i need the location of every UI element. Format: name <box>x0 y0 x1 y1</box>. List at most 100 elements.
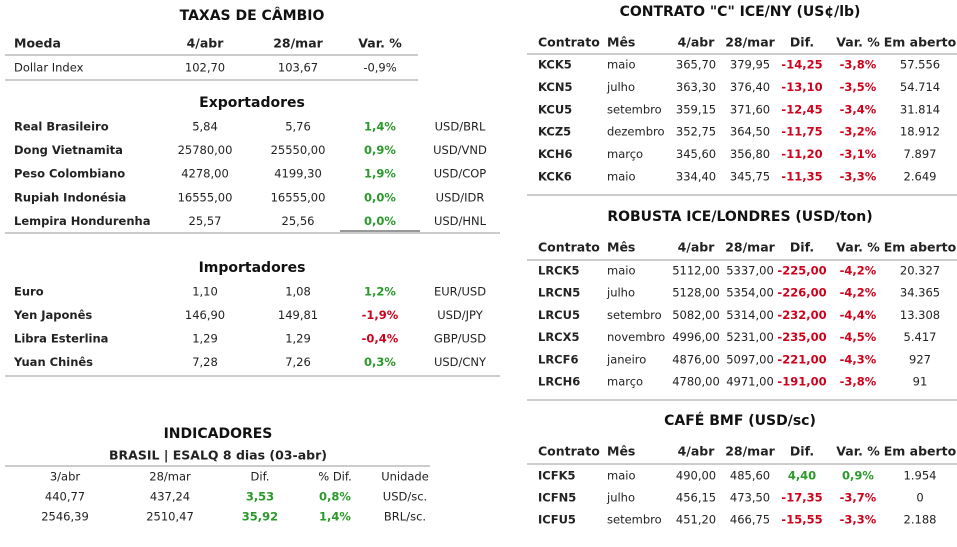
column-header: 28/mar <box>725 35 775 50</box>
cell: -0,4% <box>362 332 399 346</box>
cell: KCN5 <box>538 80 572 94</box>
section-title: Exportadores <box>199 95 305 111</box>
cell: -3,3% <box>840 170 877 184</box>
cell: -3,2% <box>840 125 877 139</box>
column-header: 4/abr <box>678 240 716 255</box>
cell: maio <box>607 170 635 184</box>
cell: -225,00 <box>777 264 826 278</box>
column-header: 28/mar <box>149 470 191 484</box>
cell: -3,8% <box>840 375 877 389</box>
cell: julho <box>606 80 635 94</box>
cell: 2.188 <box>904 513 937 527</box>
column-header: Dif. <box>790 444 814 459</box>
cell: 25,56 <box>282 214 315 228</box>
section-subtitle: BRASIL | ESALQ 8 dias (03-abr) <box>109 448 327 463</box>
cell: março <box>607 375 643 389</box>
column-header: Dif. <box>790 35 814 50</box>
cell: 31.814 <box>900 102 940 116</box>
cell: -11,35 <box>781 170 822 184</box>
cell: 0 <box>916 491 923 505</box>
cell: 437,24 <box>150 490 190 504</box>
column-header: Em aberto <box>884 444 957 459</box>
cell: 371,60 <box>730 102 770 116</box>
cell: -3,1% <box>840 147 877 161</box>
cell: Dollar Index <box>14 61 84 75</box>
cell: 149,81 <box>278 308 318 322</box>
column-header: Contrato <box>538 240 600 255</box>
cell: 16555,00 <box>178 190 233 204</box>
cell: -4,5% <box>840 330 877 344</box>
cell: 5354,00 <box>726 286 774 300</box>
cell: 5,76 <box>285 120 311 134</box>
cell: Rupiah Indonésia <box>14 190 126 204</box>
cell: 35,92 <box>242 510 278 524</box>
cell: Euro <box>14 285 44 299</box>
cell: Real Brasileiro <box>14 120 109 134</box>
section-title: Importadores <box>199 260 306 276</box>
cell: KCK5 <box>538 58 572 72</box>
cell: 0,3% <box>364 355 396 369</box>
cell: 456,15 <box>676 491 716 505</box>
cell: -191,00 <box>777 375 826 389</box>
cell: 34.365 <box>900 286 940 300</box>
section-title: INDICADORES <box>164 426 273 442</box>
cell: ICFN5 <box>538 491 576 505</box>
cell: setembro <box>607 102 662 116</box>
cell: -14,25 <box>781 58 822 72</box>
cell: LRCU5 <box>538 308 580 322</box>
cell: 3,53 <box>246 490 274 504</box>
column-header: Moeda <box>14 36 61 51</box>
cell: -1,9% <box>362 308 399 322</box>
cell: 102,70 <box>185 61 225 75</box>
cell: 2.649 <box>904 170 937 184</box>
cell: 359,15 <box>676 102 716 116</box>
cell: BRL/sc. <box>384 510 426 524</box>
cell: janeiro <box>606 352 646 366</box>
column-header: Var. % <box>836 444 880 459</box>
cell: -4,2% <box>840 264 877 278</box>
cell: 2546,39 <box>41 510 89 524</box>
cell: 7,26 <box>285 355 311 369</box>
cell: GBP/USD <box>434 332 486 346</box>
cell: LRCN5 <box>538 286 580 300</box>
cell: 352,75 <box>676 125 716 139</box>
cell: 1,4% <box>364 120 396 134</box>
column-header: Mês <box>607 240 635 255</box>
cell: maio <box>607 469 635 483</box>
cell: 0,0% <box>364 214 396 228</box>
cell: Peso Colombiano <box>14 167 125 181</box>
column-header: 4/abr <box>187 36 225 51</box>
cell: 334,40 <box>676 170 716 184</box>
cell: 0,8% <box>319 490 351 504</box>
cell: 5112,00 <box>672 264 720 278</box>
column-header: 4/abr <box>678 444 716 459</box>
cell: -11,20 <box>781 147 822 161</box>
cell: -3,8% <box>840 58 877 72</box>
cell: 0,9% <box>842 469 874 483</box>
column-header: Dif. <box>251 470 270 484</box>
cell: -221,00 <box>777 352 826 366</box>
cell: LRCF6 <box>538 352 578 366</box>
cell: 440,77 <box>45 490 85 504</box>
cell: 4876,00 <box>672 352 720 366</box>
cell: 490,00 <box>676 469 716 483</box>
column-header: 28/mar <box>725 240 775 255</box>
cell: -3,5% <box>840 80 877 94</box>
cell: 13.308 <box>900 308 940 322</box>
cell: 1,4% <box>319 510 351 524</box>
cell: 1,29 <box>285 332 311 346</box>
cell: -226,00 <box>777 286 826 300</box>
cell: EUR/USD <box>434 285 486 299</box>
cell: 5.417 <box>904 330 937 344</box>
cell: Libra Esterlina <box>14 332 108 346</box>
cell: KCK6 <box>538 170 572 184</box>
cell: USD/BRL <box>435 120 486 134</box>
section-title: TAXAS DE CÂMBIO <box>180 7 325 24</box>
cell: 466,75 <box>730 513 770 527</box>
cell: -3,7% <box>840 491 877 505</box>
column-header: Var. % <box>836 35 880 50</box>
cell: KCU5 <box>538 102 572 116</box>
cell: Yuan Chinês <box>13 355 93 369</box>
cell: KCZ5 <box>538 125 571 139</box>
